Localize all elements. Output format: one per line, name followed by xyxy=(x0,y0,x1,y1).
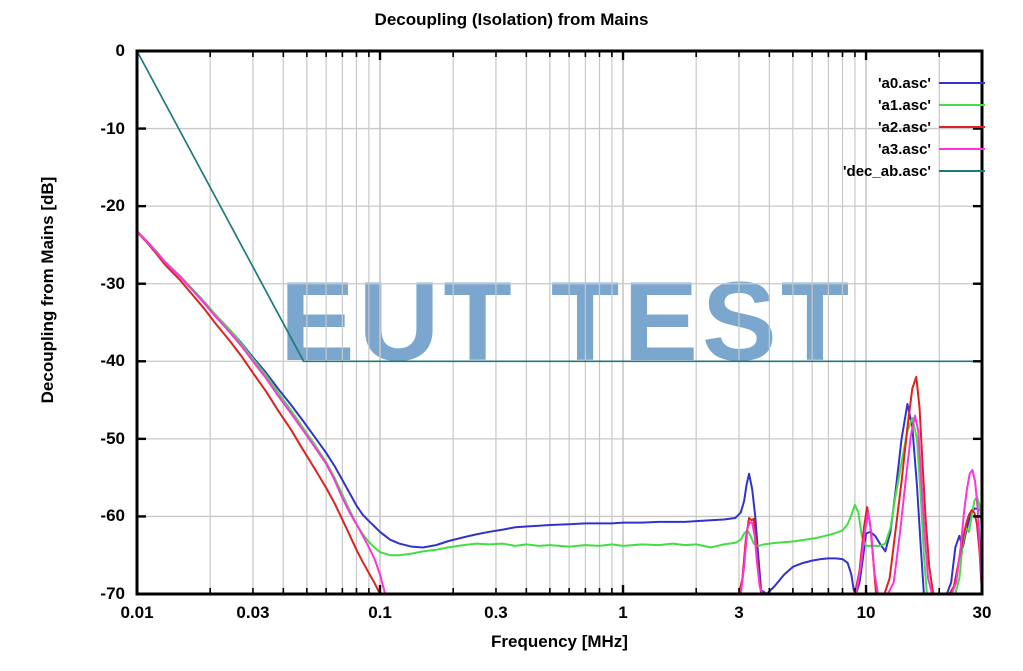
series-line xyxy=(137,230,982,594)
y-tick-label: -10 xyxy=(100,118,125,138)
series-line xyxy=(137,229,982,594)
axis-frame xyxy=(135,49,984,596)
legend-label: 'a0.asc' xyxy=(877,74,931,92)
legend-swatch-icon xyxy=(939,148,985,150)
legend-item[interactable]: 'a1.asc' xyxy=(780,94,985,116)
legend-swatch-icon xyxy=(939,170,985,172)
legend-swatch-icon xyxy=(939,82,985,84)
x-tick-label: 3 xyxy=(734,603,744,622)
x-axis-label: Frequency [MHz] xyxy=(491,632,628,651)
x-tick-label: 0.3 xyxy=(484,603,508,622)
x-tick-label: 0.1 xyxy=(368,603,392,622)
legend-label: 'a2.asc' xyxy=(877,118,931,136)
legend-item[interactable]: 'a0.asc' xyxy=(780,72,985,94)
series-layer xyxy=(137,51,982,594)
watermark-layer: EUT TEST xyxy=(280,259,853,384)
x-tick-label: 0.01 xyxy=(120,603,154,622)
legend-label: 'a3.asc' xyxy=(877,140,931,158)
y-tick-label: -20 xyxy=(100,196,125,216)
chart-title: Decoupling (Isolation) from Mains xyxy=(374,10,649,29)
y-tick-label: -60 xyxy=(100,506,125,526)
legend-label: 'a1.asc' xyxy=(877,96,931,114)
y-tick-label: 0 xyxy=(115,41,125,60)
x-tick-label: 1 xyxy=(618,603,628,622)
series-line xyxy=(137,230,982,594)
y-tick-label: -70 xyxy=(100,584,125,603)
series-line xyxy=(137,230,982,594)
legend-item[interactable]: 'a2.asc' xyxy=(780,116,985,138)
x-tick-label: 10 xyxy=(856,603,876,622)
legend-item[interactable]: 'dec_ab.asc' xyxy=(780,160,985,182)
legend-swatch-icon xyxy=(939,104,985,106)
legend-item[interactable]: 'a3.asc' xyxy=(780,138,985,160)
watermark-text: EUT TEST xyxy=(280,259,853,384)
legend-swatch-icon xyxy=(939,126,985,128)
y-tick-label: -30 xyxy=(100,273,125,293)
chart-legend: 'a0.asc' 'a1.asc' 'a2.asc' 'a3.asc' 'dec_ab.… xyxy=(780,72,985,182)
x-tick-label: 30 xyxy=(972,603,992,622)
series-line xyxy=(137,51,982,363)
x-tick-label: 0.03 xyxy=(236,603,270,622)
y-tick-label: -50 xyxy=(100,428,125,448)
y-tick-label: -40 xyxy=(100,351,125,371)
legend-label: 'dec_ab.asc' xyxy=(842,162,931,180)
tick-marks xyxy=(135,49,983,596)
